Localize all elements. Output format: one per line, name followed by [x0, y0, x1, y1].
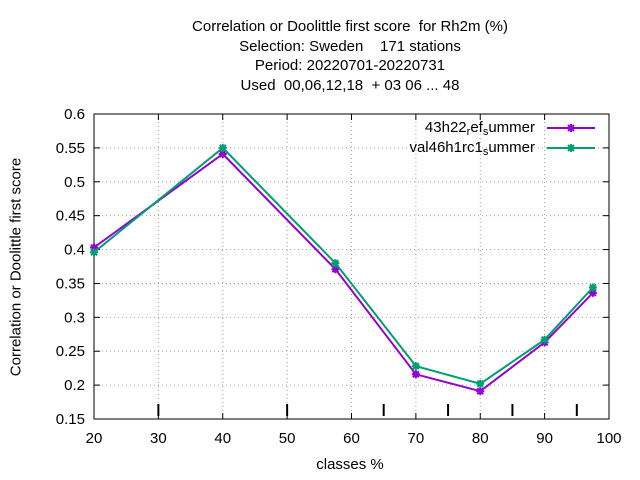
data-point-2 — [218, 143, 227, 152]
legend: 43h22refsummer val46h1rc1summer — [409, 118, 595, 158]
legend-entry-1: 43h22refsummer — [409, 118, 595, 138]
x-tick-label: 100 — [596, 430, 621, 447]
data-point-2 — [540, 335, 549, 344]
y-tick-label: 0.5 — [64, 174, 85, 191]
y-tick-label: 0.55 — [56, 140, 85, 157]
x-tick-label: 40 — [214, 430, 231, 447]
y-axis-label: Correlation or Doolittle first score — [7, 157, 25, 377]
series-line-2 — [93, 146, 594, 385]
chart-title: Correlation or Doolittle first score for… — [0, 17, 640, 95]
data-point-2 — [476, 379, 485, 388]
x-tick-label: 90 — [536, 430, 553, 447]
data-point-1 — [331, 265, 340, 274]
x-tick-label: 20 — [86, 430, 103, 447]
legend-swatch-2 — [547, 143, 595, 153]
data-point-2 — [90, 248, 98, 257]
title-line-2: Selection: Sweden 171 stations — [239, 37, 461, 55]
title-line-1: Correlation or Doolittle first score for… — [192, 18, 508, 35]
legend-swatch-1 — [547, 123, 595, 133]
legend-label-1: 43h22refsummer — [424, 118, 535, 138]
y-tick-label: 0.25 — [56, 343, 85, 360]
legend-label-2: val46h1rc1summer — [409, 138, 535, 158]
data-point-2 — [411, 362, 420, 371]
data-point-1 — [411, 370, 420, 379]
data-point-1 — [218, 149, 227, 158]
x-tick-label: 80 — [472, 430, 489, 447]
y-tick-label: 0.45 — [56, 208, 85, 225]
data-point-1 — [476, 387, 485, 396]
data-point-2 — [331, 259, 340, 268]
title-line-3: Period: 20220701-20220731 — [254, 57, 446, 74]
y-tick-label: 0.15 — [56, 411, 85, 428]
title-line-4: Used 00,06,12,18 + 03 06 ... 48 — [240, 76, 460, 94]
y-tick-label: 0.4 — [64, 242, 85, 259]
x-axis-label: classes % — [316, 456, 384, 473]
data-point-2 — [588, 283, 597, 292]
data-point-1 — [90, 243, 98, 252]
y-tick-label: 0.2 — [64, 377, 85, 394]
x-tick-label: 60 — [343, 430, 360, 447]
y-tick-label: 0.6 — [64, 106, 85, 123]
x-tick-label: 30 — [150, 430, 167, 447]
x-tick-label: 50 — [279, 430, 296, 447]
y-tick-label: 0.3 — [64, 309, 85, 326]
y-tick-label: 0.35 — [56, 275, 85, 292]
legend-entry-2: val46h1rc1summer — [409, 138, 595, 158]
x-tick-label: 70 — [408, 430, 425, 447]
data-point-1 — [588, 288, 597, 297]
